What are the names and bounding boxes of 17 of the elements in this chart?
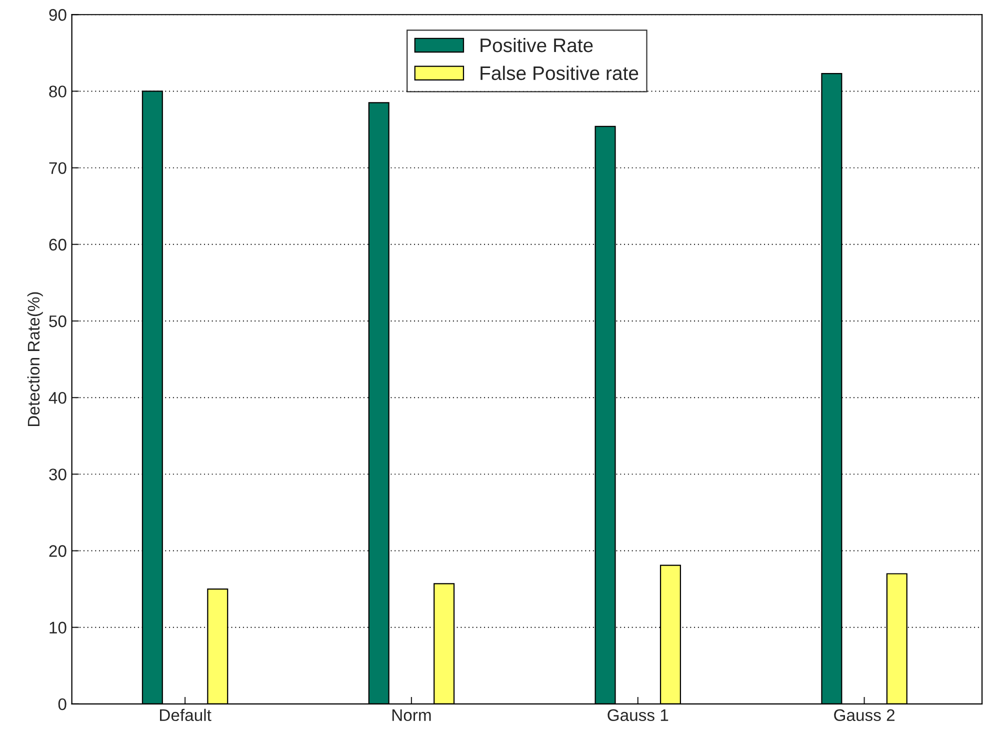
y-tick-label: 30 bbox=[49, 468, 66, 480]
x-tick-label: Gauss 2 bbox=[834, 709, 894, 722]
y-tick-label: 70 bbox=[49, 162, 66, 174]
y-tick-label: 40 bbox=[48, 392, 66, 404]
y-axis-title: Detection Rate(%) bbox=[27, 292, 43, 426]
legend-label: False Positive rate bbox=[480, 66, 638, 80]
y-tick-label: 50 bbox=[49, 315, 66, 328]
legend-label: Positive Rate bbox=[480, 38, 593, 52]
y-tick-label: 60 bbox=[49, 238, 66, 251]
y-tick-label: 0 bbox=[58, 698, 66, 710]
y-tick-label: 20 bbox=[49, 545, 66, 557]
y-tick-label: 90 bbox=[49, 9, 66, 21]
x-tick-label: Gauss 1 bbox=[608, 709, 668, 722]
y-tick-label: 10 bbox=[50, 622, 66, 634]
y-tick-label: 80 bbox=[49, 86, 66, 98]
x-tick-label: Default bbox=[160, 708, 212, 722]
x-tick-label: Norm bbox=[392, 709, 431, 722]
